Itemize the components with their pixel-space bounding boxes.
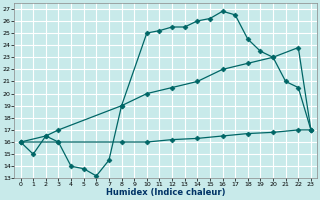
X-axis label: Humidex (Indice chaleur): Humidex (Indice chaleur) bbox=[106, 188, 226, 197]
